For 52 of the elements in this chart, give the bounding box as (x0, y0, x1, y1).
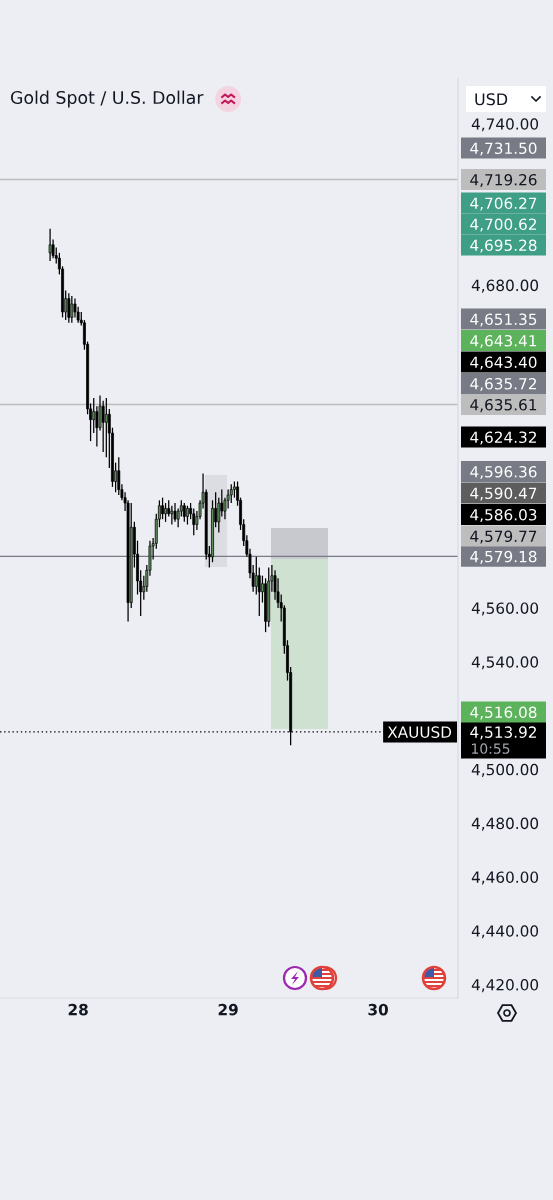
text: 10:55 (472, 743, 510, 754)
ref-line-label: 4,719.26 (470, 173, 537, 188)
candlestick (164, 502, 167, 523)
text: 4,643.40 (470, 356, 537, 370)
text: 4,635.72 (470, 377, 536, 392)
text: 4,516.08 (470, 706, 537, 720)
x-tick-label: 28 (68, 1003, 88, 1016)
text: 4,579.77 (470, 530, 537, 544)
candlestick (104, 397, 108, 458)
x-tick-label: 29 (218, 1003, 238, 1016)
text: 4,596.36 (470, 465, 537, 480)
candlestick (48, 228, 52, 262)
candlestick (264, 577, 268, 633)
y-tick-label: 4,500.00 (471, 763, 539, 777)
ref-line-label: 4,579.18 (470, 550, 537, 564)
y-tick-label: 4,740.00 (471, 118, 539, 132)
text: 4,624.32 (470, 431, 536, 445)
candlestick (92, 397, 96, 434)
x-tick-label: 30 (368, 1003, 388, 1016)
y-tick-label: 4,440.00 (471, 925, 539, 939)
candlestick (254, 556, 258, 596)
text: 4,731.50 (470, 142, 537, 156)
text: 4,651.35 (470, 313, 537, 327)
candlestick (161, 497, 164, 520)
candlestick (192, 507, 196, 536)
y-tick-label: 4,540.00 (471, 656, 539, 670)
y-tick-label: 4,680.00 (471, 279, 539, 293)
text: Gold Spot / U.S. Dollar (10, 90, 204, 108)
annotation: XAUUSD (387, 726, 452, 738)
text: 4,700.62 (470, 218, 536, 232)
candlestick (73, 297, 77, 319)
text: 4,586.03 (470, 508, 537, 523)
text: 4,590.47 (470, 487, 537, 501)
y-tick-label: 4,560.00 (471, 602, 539, 616)
y-tick-label: 4,460.00 (471, 871, 539, 885)
candlestick (186, 505, 189, 526)
candlestick (229, 483, 233, 504)
y-tick-label: 4,480.00 (471, 817, 539, 831)
y-axis-title: USD (475, 93, 508, 106)
text: 4,643.41 (470, 334, 537, 349)
candlestick (182, 502, 186, 523)
text: 4,695.28 (470, 239, 537, 253)
y-tick-label: 4,420.00 (471, 979, 539, 993)
candlestick (173, 502, 177, 523)
candlestick (170, 505, 174, 526)
candlestick (70, 295, 74, 324)
ref-line-label: 4,513.92 (470, 726, 536, 740)
candlestick (117, 456, 121, 496)
candlestick (67, 292, 71, 324)
text: 4,706.27 (470, 197, 537, 211)
candlestick (101, 400, 105, 453)
ref-line-label: 4,635.61 (470, 399, 537, 413)
